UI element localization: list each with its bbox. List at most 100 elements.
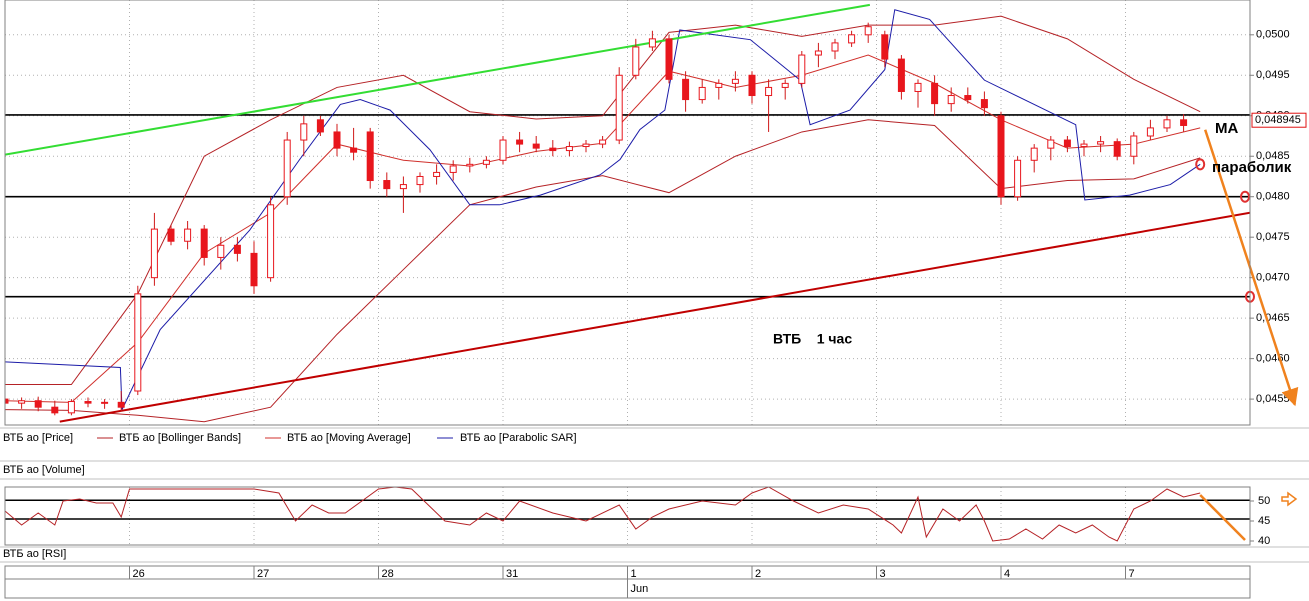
candle-body (134, 293, 142, 392)
candle-body (482, 159, 490, 165)
candle-body (765, 86, 773, 97)
candle-body (698, 86, 706, 101)
candle-body (466, 163, 474, 167)
candle-body (383, 180, 391, 190)
candle-body (582, 143, 590, 148)
candle-body (1063, 139, 1071, 148)
candle-body (947, 95, 955, 105)
candle-body (831, 42, 839, 52)
candle-body (283, 139, 291, 198)
arrow-icon (1281, 491, 1298, 507)
candle-body (51, 406, 59, 414)
forecast-arrow (1199, 494, 1246, 541)
date-frame (4, 565, 1251, 599)
candle-body (549, 147, 557, 152)
y-tick-label: 0,0485 (1256, 150, 1290, 162)
legend-entry: ВТБ ао [Bollinger Bands] (119, 432, 241, 444)
candle-body (1030, 147, 1038, 161)
rsi-panel: 50 45 40 (5, 487, 1270, 547)
candle-body (217, 244, 225, 258)
price-panel: 0,0455 0,0460 0,0465 0,0470 0,0475 0,0480 0,04… (5, 0, 1307, 425)
candle-body (565, 146, 573, 152)
candle-body (665, 38, 673, 80)
annotation: параболик (1212, 159, 1292, 176)
candle-body (931, 82, 939, 105)
candle-body (1047, 139, 1055, 149)
candle-body (1130, 135, 1138, 157)
candle-body (316, 119, 324, 133)
candle-body (1163, 119, 1171, 129)
rsi-plot (5, 487, 1250, 545)
x-tick-label: 3 (880, 568, 886, 580)
candle-body (532, 143, 540, 149)
candle-body (34, 400, 42, 408)
candle-body (615, 74, 623, 141)
candle-body (1014, 159, 1022, 198)
month-label: Jun (631, 583, 649, 595)
last-price-box (1251, 112, 1307, 128)
candle-body (366, 131, 374, 182)
candle-body (682, 78, 690, 101)
candle-body (101, 401, 109, 404)
y-tick-label: 0,0470 (1256, 272, 1290, 284)
x-tick-label: 28 (382, 568, 394, 580)
legend-entry: ВТБ ао [Parabolic SAR] (460, 432, 577, 444)
candle-body (1097, 141, 1105, 145)
bollinger-upper (5, 15, 1201, 386)
candle-body (117, 401, 125, 408)
y-tick-label: 0,0465 (1256, 312, 1290, 324)
x-tick-label: 4 (1004, 568, 1010, 580)
last-price-label: 0,048945 (1255, 114, 1301, 126)
candle-body (997, 115, 1005, 198)
y-tick-label: 40 (1258, 535, 1270, 547)
candle-body (897, 58, 905, 92)
candle-body (18, 400, 26, 404)
legend-entry: ВТБ ао [Price] (3, 432, 73, 444)
candle-body (814, 50, 822, 56)
trendline (59, 211, 1250, 423)
rsi-frame (4, 486, 1251, 546)
candle-body (648, 38, 656, 48)
candle-body (715, 82, 723, 88)
candle-body (250, 252, 258, 287)
candle-body (333, 131, 341, 149)
candle-body (150, 228, 158, 279)
candle-body (267, 204, 275, 279)
y-tick-label: 0,0495 (1256, 69, 1290, 81)
trendline (5, 3, 871, 156)
y-tick-label: 0,0500 (1256, 29, 1290, 41)
candle-body (864, 26, 872, 36)
candle-body (516, 139, 524, 145)
y-tick-label: 0,0475 (1256, 231, 1290, 243)
candle-body (964, 95, 972, 101)
candle-body (798, 54, 806, 84)
y-tick-label: 50 (1258, 495, 1270, 507)
parabolic-sar (5, 9, 1201, 410)
y-tick-label: 45 (1258, 515, 1270, 527)
price-frame (4, 0, 1251, 426)
candle-body (499, 139, 507, 161)
candle-body (848, 34, 856, 44)
candle-body (5, 398, 9, 404)
y-tick-label: 0,0460 (1256, 353, 1290, 365)
candle-body (84, 401, 92, 404)
candle-body (980, 99, 988, 109)
candle-body (300, 123, 308, 141)
candle-body (1180, 119, 1188, 126)
candle-body (599, 139, 607, 145)
marker (1195, 158, 1206, 171)
x-tick-label: 2 (755, 568, 761, 580)
candle-body (1146, 127, 1154, 137)
x-tick-label: 27 (257, 568, 269, 580)
candle-body (449, 165, 457, 173)
candle-body (67, 401, 75, 414)
candle-body (632, 46, 640, 76)
candle-body (399, 184, 407, 190)
annotation: MA (1215, 120, 1238, 137)
candle-body (433, 171, 441, 177)
rsi-line (5, 487, 1201, 542)
candle-body (350, 147, 358, 153)
candle-body (914, 82, 922, 92)
